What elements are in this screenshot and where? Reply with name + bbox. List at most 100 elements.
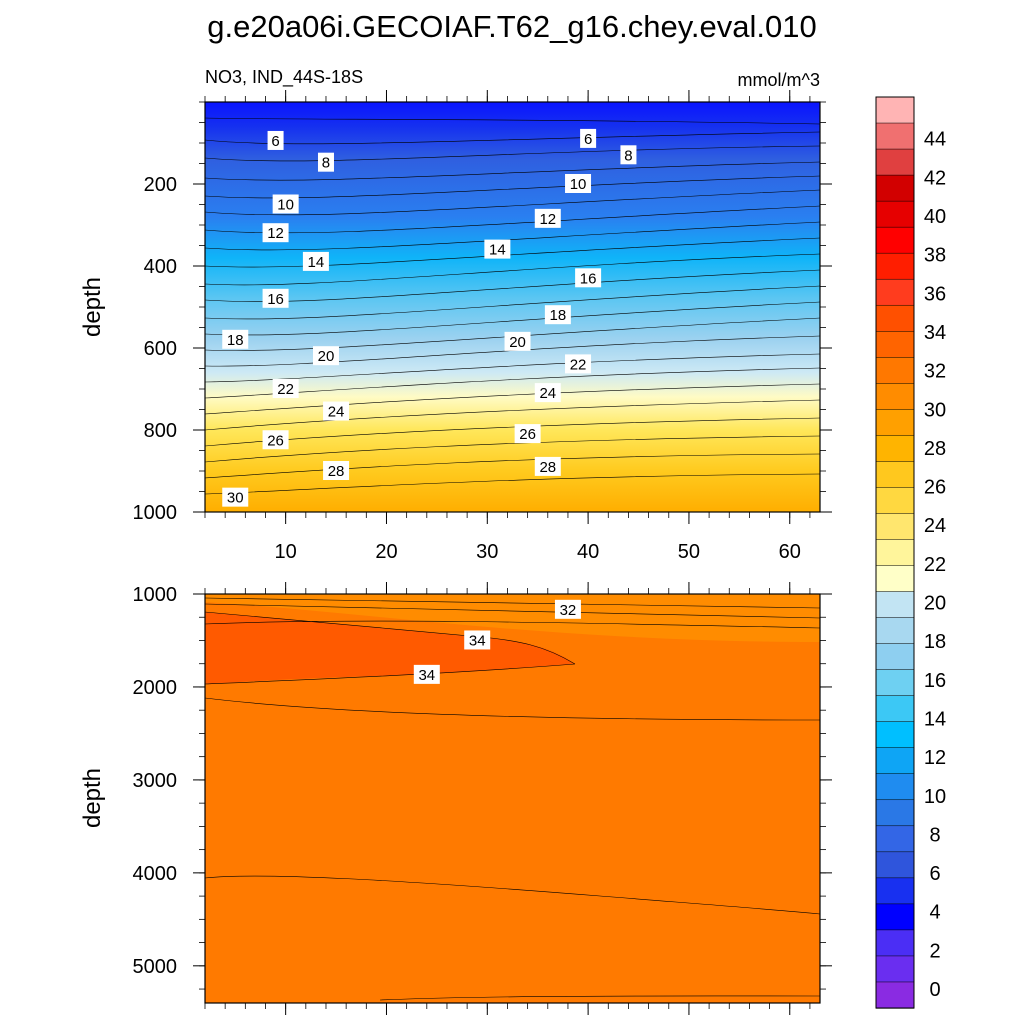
colorbar-swatch: [875, 357, 915, 384]
contour-label: 28: [539, 459, 556, 476]
colorbar-swatch: [875, 903, 915, 931]
contour-label-box: [272, 379, 299, 398]
colorbar-tick-label: 22: [924, 554, 946, 576]
contour-label-box: [534, 383, 561, 403]
colorbar-swatch: [875, 487, 915, 515]
upper-axis-ticks: 200 400 600 800 1000 10 20 30 40 50 60: [133, 90, 832, 563]
y-tick-label: 1000: [133, 584, 178, 606]
contour-label-box: [565, 354, 592, 374]
colorbar-swatch: [875, 565, 915, 593]
colorbar-swatch: [875, 669, 915, 697]
contour-label: 12: [539, 211, 556, 228]
contour-label-box: [464, 630, 491, 650]
colorbar-tick-label: 6: [929, 863, 940, 885]
contour-label-box: [575, 268, 602, 288]
colorbar-swatch: [875, 96, 915, 124]
x-tick-label: 30: [476, 541, 498, 563]
chart-title: g.e20a06i.GECOIAF.T62_g16.chey.eval.010: [207, 9, 816, 44]
y-tick-label: 400: [144, 256, 177, 278]
contour-label-box: [504, 331, 531, 351]
colorbar-tick-label: 2: [929, 940, 940, 962]
contour-label: 18: [227, 332, 244, 349]
contour-label: 24: [539, 385, 556, 402]
contour-label-box: [514, 424, 541, 444]
contour-label: 16: [267, 291, 284, 308]
colorbar-tick-label: 30: [924, 399, 946, 421]
x-tick-label: 20: [375, 541, 397, 563]
colorbar-tick-label: 8: [929, 824, 940, 846]
y-tick-label: 600: [144, 338, 177, 360]
colorbar-swatch: [875, 981, 915, 1009]
contour-label-box: [222, 329, 249, 349]
contour-label-box: [534, 456, 561, 476]
colorbar-swatch: [875, 304, 915, 332]
contour-label: 10: [570, 176, 587, 193]
y-tick-label: 1000: [133, 502, 178, 524]
contour-label: 6: [271, 133, 279, 150]
lower-y-axis-label: depth: [79, 768, 106, 828]
contour-label-box: [317, 152, 334, 172]
contour-label-box: [267, 130, 284, 150]
colorbar-swatch: [875, 122, 915, 150]
y-tick-label: 200: [144, 174, 177, 196]
colorbar-swatch: [875, 955, 915, 983]
colorbar-tick-label: 38: [924, 245, 946, 267]
contour-label-box: [323, 461, 350, 480]
colorbar-swatch: [875, 773, 915, 801]
colorbar-tick-label: 40: [924, 206, 946, 228]
contour-label-box: [262, 430, 289, 450]
colorbar-swatch: [875, 591, 915, 619]
colorbar-tick-label: 44: [924, 129, 946, 151]
colorbar-tick-label: 0: [929, 979, 940, 1001]
colorbar-swatch: [875, 747, 915, 775]
contour-label-box: [262, 223, 289, 243]
colorbar: 0246810121416182022242628303234363840424…: [875, 96, 946, 1009]
contour-label-box: [312, 346, 339, 366]
contour-label-box: [544, 305, 571, 325]
contour-label: 18: [550, 307, 567, 324]
contour-label-box: [222, 487, 249, 507]
contour-label: 20: [509, 334, 526, 351]
upper-contour-lines: [205, 117, 820, 495]
colorbar-swatch: [875, 617, 915, 645]
contour-label: 22: [277, 381, 294, 398]
contour-label: 12: [267, 225, 284, 242]
contour-label: 30: [227, 490, 244, 507]
units-label: mmol/m^3: [738, 70, 820, 90]
colorbar-tick-label: 4: [929, 902, 940, 924]
contour-label-box: [272, 194, 299, 214]
colorbar-swatch: [875, 539, 915, 567]
colorbar-swatch: [875, 643, 915, 671]
colorbar-tick-label: 34: [924, 322, 946, 344]
colorbar-frame: [875, 96, 915, 1009]
contour-label: 14: [308, 254, 325, 271]
colorbar-swatch: [875, 331, 915, 358]
contour-label: 26: [519, 426, 536, 443]
x-tick-label: 50: [678, 541, 700, 563]
colorbar-swatch: [875, 278, 915, 306]
upper-y-axis-label: depth: [79, 277, 106, 337]
colorbar-swatch: [875, 435, 915, 463]
y-tick-label: 3000: [133, 770, 178, 792]
lower-contour-labels: 32 34 34: [413, 599, 581, 684]
upper-panel: depth 200 400 600 800 1000 10 20 30 40 50 60 6 6 8 8 1…: [79, 90, 832, 563]
contour-label: 16: [580, 270, 597, 287]
colorbar-swatch: [875, 721, 915, 749]
y-tick-label: 2000: [133, 677, 178, 699]
colorbar-swatch: [875, 383, 915, 410]
colorbar-tick-label: 32: [924, 361, 946, 383]
contour-label-box: [484, 239, 511, 259]
colorbar-tick-label: 42: [924, 167, 946, 189]
colorbar-swatch: [875, 200, 915, 228]
colorbar-tick-label: 36: [924, 283, 946, 305]
colorbar-tick-label: 26: [924, 477, 946, 499]
y-tick-label: 5000: [133, 956, 178, 978]
colorbar-swatch: [875, 409, 915, 437]
colorbar-swatch: [875, 252, 915, 280]
contour-label-box: [580, 128, 597, 148]
contour-label: 22: [570, 356, 587, 373]
contour-label: 6: [584, 131, 592, 148]
colorbar-tick-label: 24: [924, 515, 946, 537]
upper-contour-labels: 6 6 8 8 10 10 12 12 14 14 16 16 18 18 20 20 22 22 24 24 26 26…: [222, 128, 637, 507]
